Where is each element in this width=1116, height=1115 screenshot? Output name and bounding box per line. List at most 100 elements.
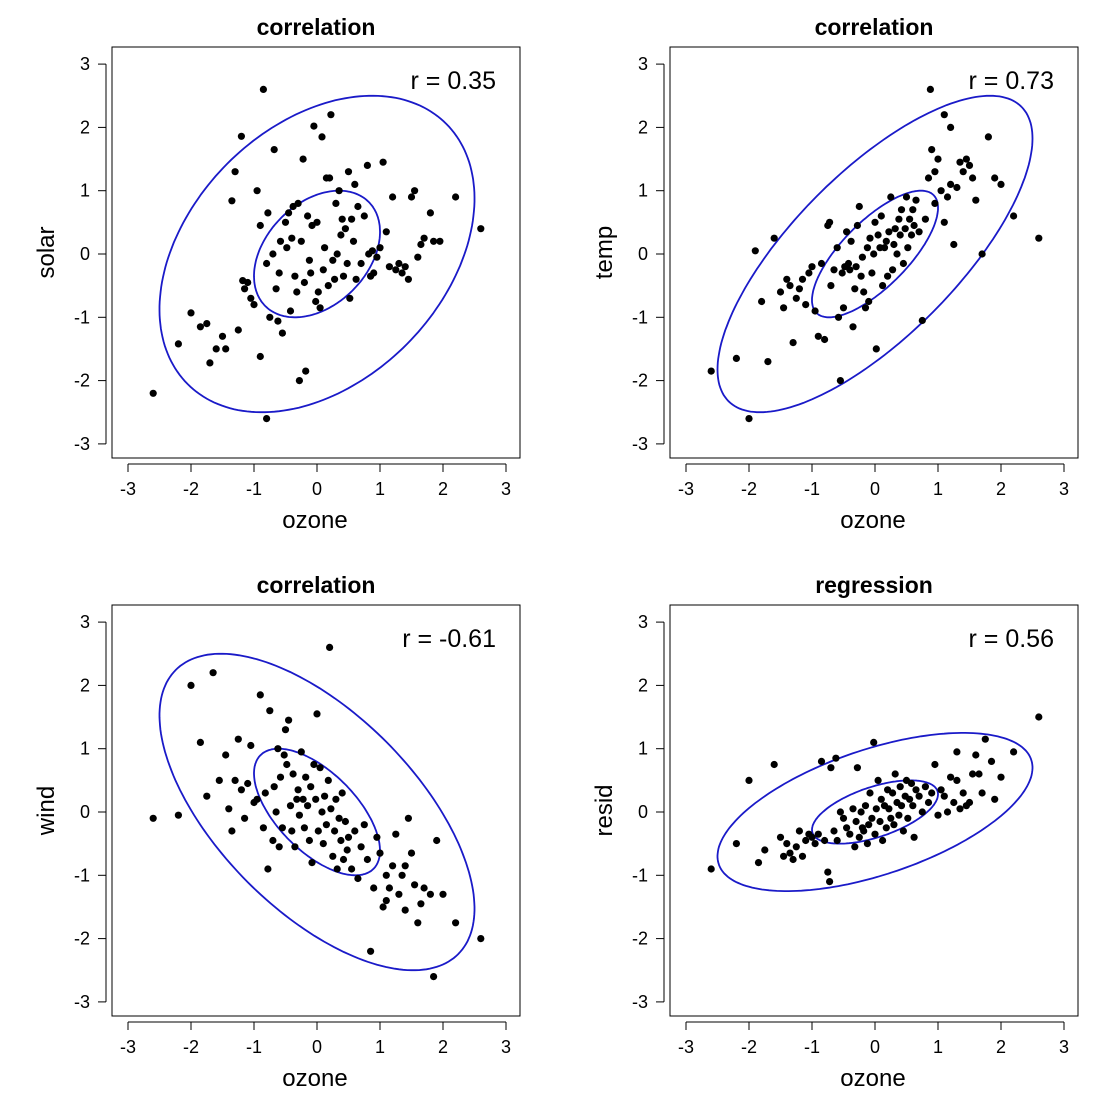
data-point — [833, 244, 841, 252]
data-point — [324, 776, 332, 785]
data-point — [1010, 212, 1018, 220]
data-point — [322, 821, 330, 829]
data-point — [953, 776, 961, 785]
data-point — [305, 256, 313, 264]
data-point — [997, 180, 1005, 188]
x-tick-label: 3 — [501, 479, 511, 499]
y-tick-label: -1 — [632, 307, 648, 327]
plot-frame — [669, 46, 1079, 459]
data-point — [882, 824, 890, 832]
data-point — [836, 377, 845, 385]
y-tick-label: -2 — [632, 371, 648, 391]
data-point — [326, 643, 334, 652]
data-point — [851, 843, 859, 851]
data-point — [940, 792, 948, 800]
data-point — [839, 814, 848, 822]
data-point — [392, 266, 400, 274]
data-point — [758, 297, 766, 306]
data-point — [307, 783, 315, 791]
data-point — [707, 367, 715, 375]
x-tick-label: 2 — [438, 1037, 448, 1057]
data-point — [770, 760, 778, 769]
data-point — [354, 874, 362, 883]
data-point — [420, 234, 428, 242]
data-point — [891, 225, 899, 233]
data-point — [382, 228, 390, 236]
data-point — [332, 199, 340, 207]
data-point — [978, 250, 986, 258]
data-point — [802, 301, 810, 309]
y-tick-label: -3 — [632, 992, 648, 1012]
data-point — [272, 285, 280, 293]
data-point — [863, 244, 872, 252]
data-point — [857, 272, 865, 280]
data-point — [414, 919, 422, 927]
data-point — [225, 805, 233, 813]
data-point — [348, 215, 356, 223]
data-point — [379, 158, 387, 166]
chart-title: correlation — [257, 14, 376, 40]
data-point — [297, 748, 305, 756]
y-tick-label: 3 — [638, 54, 648, 74]
data-point — [344, 833, 353, 841]
outer-ellipse — [716, 732, 1034, 892]
data-point — [792, 294, 800, 302]
data-point — [934, 811, 942, 819]
data-point — [776, 833, 785, 841]
data-point — [389, 193, 397, 201]
data-point — [272, 808, 280, 816]
data-point — [882, 237, 890, 245]
data-point — [274, 745, 282, 753]
data-point — [745, 415, 753, 423]
y-axis-label: solar — [33, 226, 60, 278]
data-point — [863, 840, 872, 848]
data-point — [965, 161, 974, 169]
data-point — [256, 221, 264, 230]
data-point — [280, 751, 288, 759]
y-tick-label: 2 — [80, 117, 90, 137]
data-point — [947, 180, 955, 188]
x-tick-label: 3 — [1059, 479, 1069, 499]
data-point — [302, 367, 310, 375]
data-point — [866, 789, 874, 797]
data-point — [832, 754, 840, 762]
chart-title: correlation — [815, 14, 934, 40]
data-point — [921, 783, 930, 791]
data-point — [278, 329, 286, 337]
data-point — [407, 193, 416, 201]
data-point — [237, 132, 245, 140]
data-point — [732, 354, 741, 362]
data-point — [846, 266, 854, 274]
x-tick-label: 2 — [996, 479, 1006, 499]
data-point — [969, 770, 977, 778]
data-point — [868, 814, 876, 822]
plot-frame — [669, 604, 1079, 1017]
data-point — [896, 231, 904, 239]
data-point — [256, 691, 264, 699]
correlation-annotation: r = 0.35 — [411, 67, 496, 95]
data-point — [244, 779, 252, 788]
data-point — [931, 760, 939, 769]
data-point — [300, 278, 308, 287]
data-point — [915, 228, 923, 236]
y-tick-label: 0 — [638, 244, 648, 264]
data-point — [783, 840, 791, 848]
data-point — [865, 297, 873, 306]
data-point — [337, 231, 345, 239]
data-point — [341, 817, 349, 826]
data-point — [263, 259, 271, 268]
data-point — [950, 240, 958, 249]
data-point — [174, 811, 182, 819]
y-tick-label: -2 — [632, 929, 648, 949]
data-point — [972, 196, 980, 204]
data-point — [953, 748, 961, 756]
data-point — [338, 215, 346, 223]
x-tick-label: -3 — [120, 479, 136, 499]
data-point — [798, 852, 807, 860]
data-point — [897, 206, 906, 214]
data-point — [363, 855, 371, 864]
data-point — [928, 789, 936, 797]
data-point — [253, 795, 261, 803]
data-point — [266, 707, 274, 715]
data-point — [879, 282, 887, 290]
